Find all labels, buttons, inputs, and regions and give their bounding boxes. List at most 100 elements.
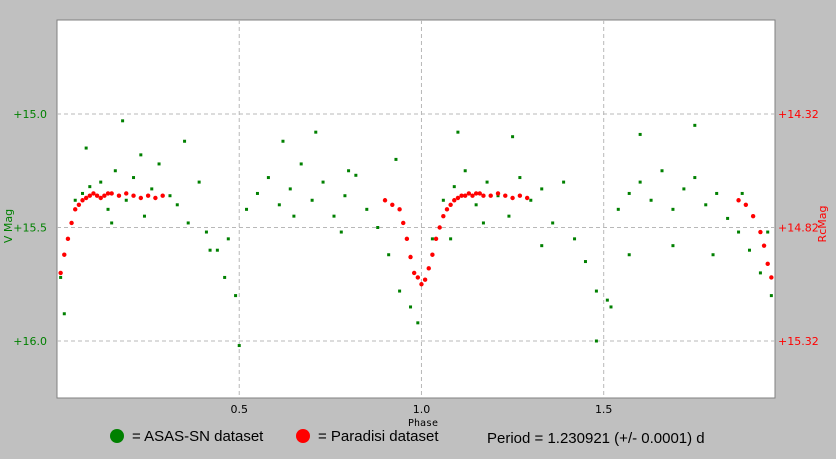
- data-point: [299, 162, 303, 166]
- data-point: [277, 203, 281, 207]
- data-point: [473, 191, 479, 196]
- data-point: [562, 180, 566, 184]
- data-point: [332, 214, 336, 218]
- data-point: [503, 193, 508, 198]
- data-point: [160, 193, 165, 198]
- data-point: [511, 135, 515, 139]
- data-point: [638, 132, 642, 136]
- data-point: [102, 193, 107, 198]
- data-point: [481, 221, 485, 225]
- ticks-layer: 0.5 1.0 1.5 +15.0 +14.32 +15.5 +14.82 +16.0 +15.…: [13, 108, 818, 416]
- data-point: [444, 207, 450, 212]
- data-point: [616, 207, 620, 211]
- data-point: [594, 339, 598, 343]
- y-tick-label-left: +16.0: [13, 335, 47, 348]
- grid-lines: [57, 20, 775, 398]
- data-point: [354, 173, 358, 177]
- data-point: [132, 176, 136, 180]
- data-point: [116, 193, 122, 198]
- data-point: [573, 237, 577, 241]
- legend-marker-asas-sn: [110, 429, 124, 443]
- data-point: [150, 187, 154, 191]
- data-point: [495, 191, 501, 196]
- data-point: [463, 169, 467, 173]
- data-point: [507, 214, 511, 218]
- data-point: [105, 191, 111, 196]
- data-point: [430, 252, 435, 257]
- data-point: [394, 157, 398, 161]
- data-point: [524, 195, 530, 201]
- data-point: [769, 294, 773, 298]
- data-point: [518, 176, 522, 180]
- data-point: [223, 275, 227, 279]
- data-point: [711, 253, 715, 257]
- data-point: [365, 207, 369, 211]
- data-point: [649, 198, 653, 202]
- data-point: [65, 236, 71, 242]
- data-point: [62, 252, 67, 257]
- data-point: [99, 180, 103, 184]
- data-point: [153, 195, 158, 201]
- data-point: [459, 193, 464, 198]
- data-point: [106, 207, 110, 211]
- x-tick-label: 0.5: [230, 403, 248, 416]
- data-point: [704, 203, 708, 207]
- data-point: [76, 202, 82, 207]
- data-point: [638, 180, 642, 184]
- data-point: [288, 187, 292, 191]
- data-point: [94, 193, 100, 198]
- data-point: [110, 221, 114, 225]
- data-point: [397, 207, 402, 212]
- data-point: [234, 294, 238, 298]
- data-point: [347, 169, 351, 173]
- data-point: [481, 193, 486, 198]
- data-point: [401, 220, 406, 226]
- data-point: [157, 162, 161, 166]
- data-point: [426, 266, 431, 271]
- data-point: [168, 194, 172, 198]
- period-label: Period = 1.230921 (+/- 0.0001) d: [487, 430, 705, 447]
- y-tick-label-right: +15.32: [778, 335, 819, 348]
- series-layer: [58, 119, 774, 348]
- y-axis-title-right: RcMag: [816, 206, 829, 243]
- data-point: [215, 248, 219, 252]
- data-point: [671, 244, 675, 248]
- data-point: [766, 230, 770, 234]
- data-point: [208, 248, 212, 252]
- data-point: [69, 220, 74, 226]
- data-point: [339, 230, 343, 234]
- data-point: [726, 216, 730, 220]
- x-axis-title: Phase: [408, 418, 438, 429]
- data-point: [58, 270, 63, 276]
- data-point: [463, 193, 468, 198]
- data-point: [80, 198, 85, 203]
- data-point: [740, 191, 744, 195]
- data-point: [390, 202, 395, 207]
- data-point: [671, 207, 675, 211]
- plot-area: [56, 19, 776, 399]
- data-point: [758, 271, 762, 275]
- data-point: [237, 344, 241, 348]
- data-point: [416, 321, 420, 325]
- legend-label-paradisi: = Paradisi dataset: [318, 428, 439, 445]
- data-point: [83, 195, 89, 201]
- data-point: [488, 193, 493, 198]
- data-point: [765, 261, 770, 267]
- data-point: [204, 230, 208, 234]
- data-point: [433, 236, 439, 242]
- data-point: [510, 195, 515, 201]
- data-point: [415, 275, 421, 280]
- data-point: [452, 198, 457, 203]
- data-point: [81, 191, 85, 195]
- data-point: [743, 202, 749, 207]
- y-axis-title-left: V Mag: [2, 209, 15, 243]
- x-tick-label: 1.0: [413, 403, 431, 416]
- data-point: [292, 214, 296, 218]
- data-point: [62, 312, 66, 316]
- data-point: [517, 193, 523, 198]
- data-point: [627, 191, 631, 195]
- data-point: [627, 253, 631, 257]
- legend-marker-paradisi: [296, 429, 310, 443]
- data-point: [715, 191, 719, 195]
- data-point: [321, 180, 325, 184]
